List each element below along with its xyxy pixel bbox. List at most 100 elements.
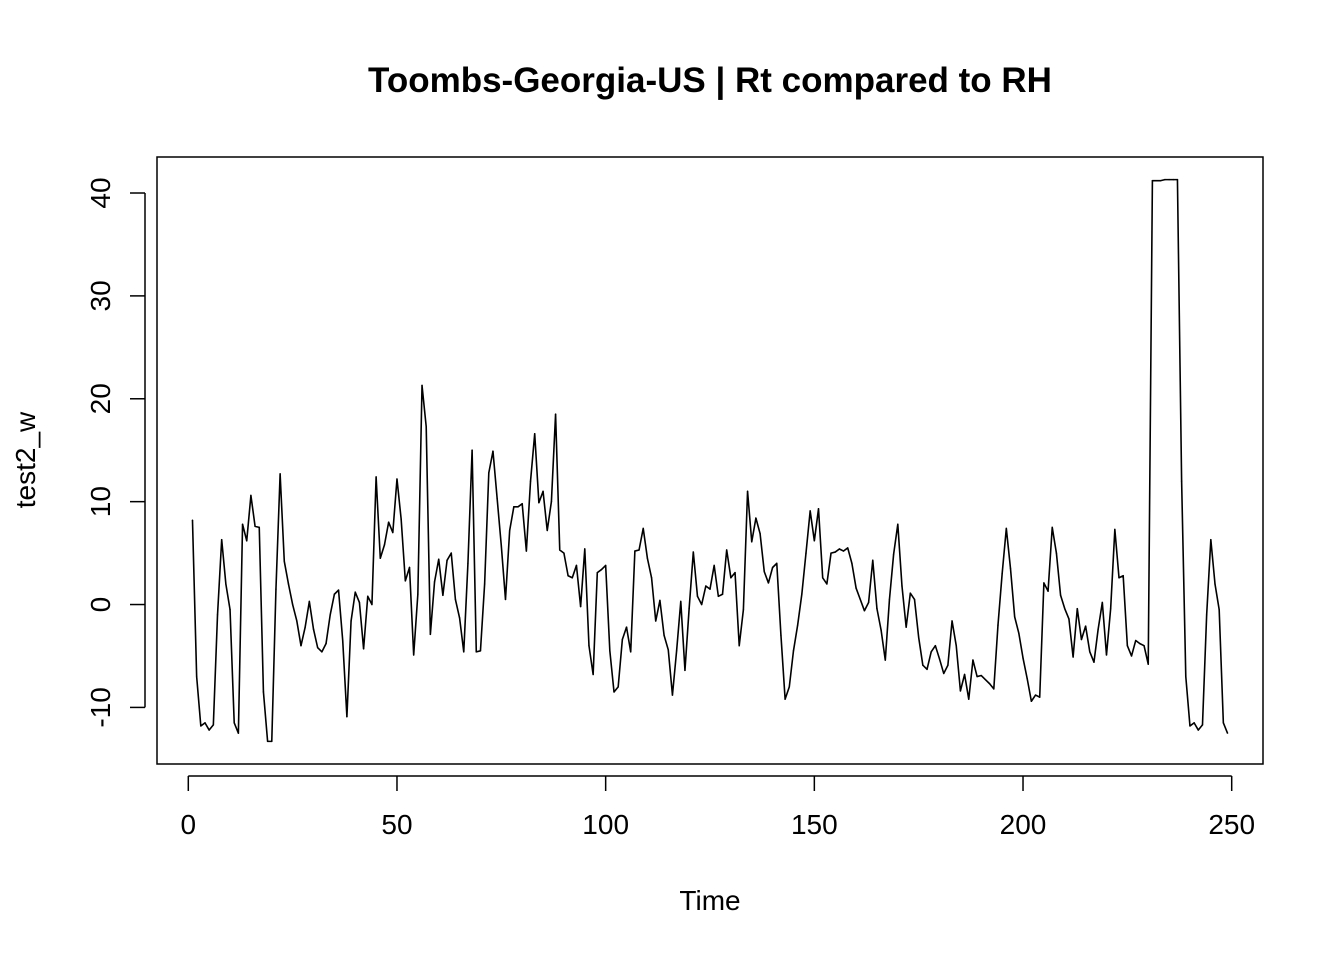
series-point: [467, 562, 469, 565]
series-point: [951, 620, 953, 622]
series-point: [1064, 607, 1066, 610]
series-point: [909, 592, 912, 594]
series-point: [680, 600, 682, 603]
series-point: [342, 639, 344, 642]
series-point: [291, 603, 294, 606]
series-point: [1084, 625, 1087, 627]
series-point: [905, 626, 907, 628]
series-point: [588, 644, 590, 647]
series-point: [513, 506, 515, 508]
series-point: [425, 425, 427, 428]
series-point: [321, 651, 323, 653]
x-axis-title: Time: [679, 885, 740, 916]
series-point: [1018, 632, 1020, 635]
series-point: [492, 450, 494, 452]
series-point: [955, 644, 957, 647]
series-point: [947, 664, 949, 666]
series-point: [504, 598, 507, 601]
series-point: [847, 547, 849, 549]
series-point: [1197, 729, 1200, 731]
series-point: [638, 549, 640, 551]
series-point: [534, 433, 536, 435]
series-point: [943, 672, 945, 675]
series-point: [997, 624, 999, 626]
series-point: [1118, 577, 1120, 579]
series-point: [392, 531, 394, 534]
series-point: [216, 614, 219, 616]
y-tick-label: 40: [85, 177, 116, 208]
series-point: [771, 566, 774, 569]
series-point: [713, 564, 715, 567]
series-point: [834, 551, 836, 553]
series-point: [1168, 178, 1170, 181]
series-point: [725, 549, 728, 551]
series-point: [1214, 583, 1216, 585]
series-point: [872, 559, 874, 561]
series-point: [592, 673, 594, 676]
series-point: [1122, 575, 1124, 577]
series-point: [325, 642, 327, 645]
series-point: [734, 571, 736, 574]
series-point: [984, 678, 987, 681]
series-point: [500, 545, 503, 547]
series-point: [675, 650, 678, 652]
series-point: [550, 500, 553, 503]
series-point: [855, 587, 857, 589]
series-point: [542, 490, 544, 493]
series-point: [195, 675, 198, 678]
series-point: [1164, 178, 1166, 181]
series-point: [763, 570, 765, 573]
series-point: [1026, 677, 1028, 680]
series-point: [1135, 639, 1137, 642]
series-point: [776, 562, 778, 565]
series-point: [600, 568, 603, 571]
series-point: [200, 725, 202, 727]
series-point: [433, 581, 436, 583]
series-point: [496, 497, 498, 500]
y-tick-label: -10: [85, 687, 116, 727]
x-tick-label: 100: [582, 809, 629, 840]
series-point: [1051, 526, 1053, 529]
series-point: [1039, 696, 1041, 698]
series-point: [730, 577, 732, 579]
plot-frame: [156, 156, 1264, 765]
series-point: [1139, 642, 1141, 645]
series-point: [684, 669, 686, 672]
series-point: [1001, 572, 1003, 575]
series-point: [867, 601, 870, 604]
series-point: [1068, 618, 1070, 620]
series-point: [266, 740, 269, 743]
series-point: [1097, 628, 1099, 630]
series-point: [191, 519, 194, 521]
series-point: [1101, 601, 1104, 604]
series-point: [980, 674, 982, 677]
series-point: [830, 552, 832, 554]
series-point: [859, 598, 861, 601]
series-point: [671, 694, 674, 696]
series-point: [1030, 700, 1033, 702]
series-point: [362, 648, 365, 650]
series-point: [655, 620, 657, 622]
series-point: [784, 698, 786, 700]
series-point: [938, 658, 941, 660]
series-point: [312, 628, 315, 630]
series-point: [663, 634, 665, 637]
series-point: [1176, 178, 1179, 181]
series-point: [746, 490, 749, 493]
series-point: [696, 595, 699, 597]
series-point: [454, 598, 457, 601]
series-point: [922, 664, 924, 666]
x-tick-label: 150: [791, 809, 838, 840]
series-point: [1226, 732, 1229, 734]
series-point: [609, 650, 611, 652]
series-point: [742, 608, 745, 611]
series-point: [442, 594, 444, 596]
series-point: [897, 523, 899, 525]
series-point: [880, 629, 882, 631]
series-point: [646, 557, 649, 559]
series-point: [575, 564, 578, 567]
series-point: [237, 732, 240, 734]
series-point: [821, 577, 824, 579]
series-point: [1093, 661, 1095, 663]
series-point: [1080, 638, 1083, 641]
